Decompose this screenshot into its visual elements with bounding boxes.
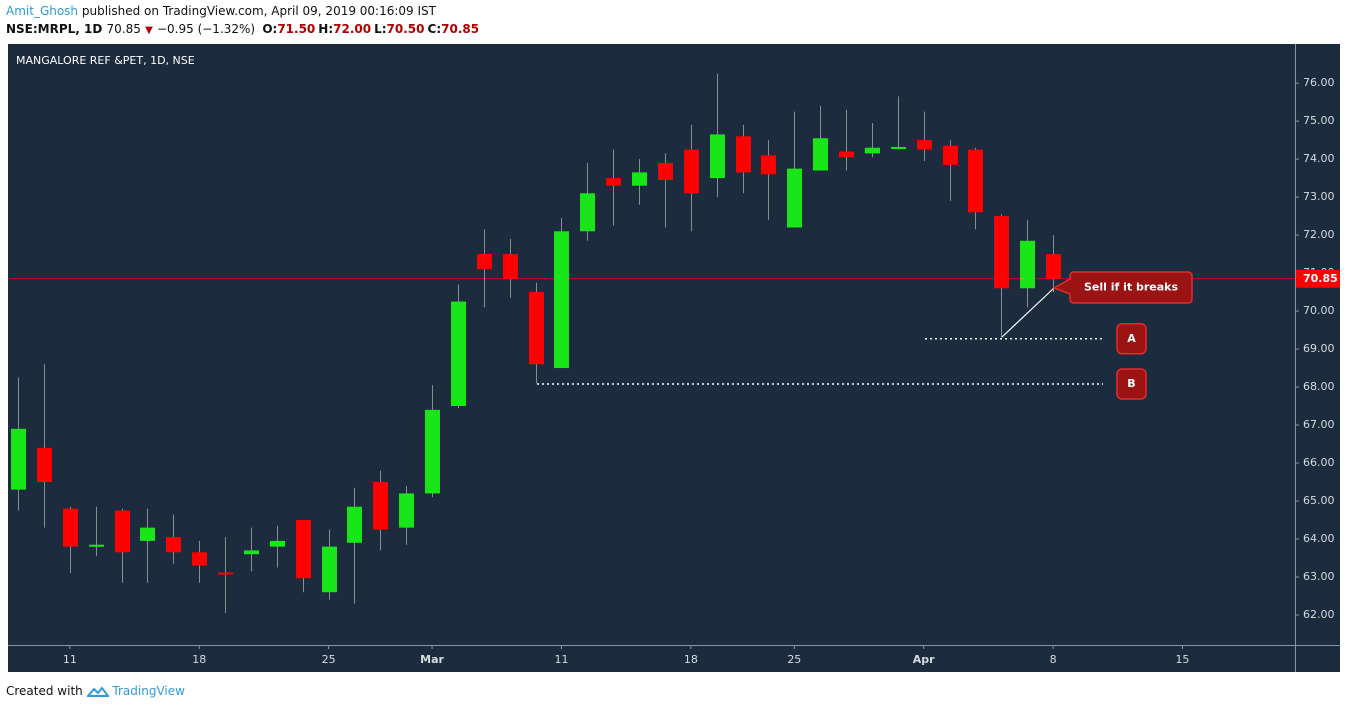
candle-body	[115, 510, 130, 553]
logo	[85, 685, 110, 697]
ohlc-value: 70.50	[386, 22, 425, 36]
y-tick-label: 73.00	[1303, 190, 1335, 203]
candle-body	[37, 447, 52, 483]
candle-body	[710, 134, 725, 179]
chart-title: MANGALORE REF &PET, 1D, NSE	[16, 54, 195, 67]
symbol: NSE:MRPL, 1D	[6, 22, 103, 36]
candle-body	[451, 301, 466, 407]
candle-body	[606, 178, 621, 186]
y-tick-label: 72.00	[1303, 228, 1335, 241]
published: published on TradingView.com, April 09, …	[81, 4, 436, 18]
y-tick-label: 75.00	[1303, 114, 1335, 127]
y-tick-label: 62.00	[1303, 608, 1335, 621]
callout-text: Sell if it breaks	[1084, 281, 1178, 294]
candle-body	[580, 193, 595, 232]
y-tick-label: 64.00	[1303, 532, 1335, 545]
x-tick-label: 18	[684, 653, 698, 666]
ohlc-key: O:	[262, 22, 278, 36]
down-arrow: ▼	[145, 25, 153, 36]
candle-body	[839, 151, 854, 158]
x-tick-label: Mar	[420, 653, 444, 666]
y-tick-label: 66.00	[1303, 456, 1335, 469]
candle-body	[1046, 254, 1061, 279]
candle-body	[270, 540, 285, 547]
y-tick-label: 70.00	[1303, 304, 1335, 317]
candle-body	[994, 216, 1009, 289]
candle-body	[140, 527, 155, 541]
x-tick-label: Apr	[913, 653, 935, 666]
publish-line: Amit_Ghosh published on TradingView.com,…	[6, 4, 436, 18]
candle-body	[891, 146, 906, 149]
last-price-badge	[1296, 269, 1340, 288]
level-badge	[1116, 323, 1147, 355]
y-tick-label: 67.00	[1303, 418, 1335, 431]
brand[interactable]: TradingView	[112, 684, 185, 698]
candle-body	[813, 138, 828, 171]
candle-body	[166, 537, 181, 553]
x-tick-label: 11	[554, 653, 568, 666]
candle-body	[736, 136, 751, 173]
author[interactable]: Amit_Ghosh	[6, 4, 79, 18]
ohlc-key: H:	[318, 22, 334, 36]
candle-body	[1020, 240, 1035, 289]
candle-body	[244, 550, 259, 555]
created-with: Created with	[6, 684, 83, 698]
candle-body	[322, 546, 337, 593]
candle-body	[347, 506, 362, 543]
candle-body	[503, 254, 518, 279]
level-label: A	[1127, 332, 1136, 345]
x-tick-label: 8	[1050, 653, 1057, 666]
candle-body	[218, 572, 233, 575]
x-tick-label: 11	[63, 653, 77, 666]
candle-body	[943, 145, 958, 165]
ohlc-value: 71.50	[277, 22, 316, 36]
candle-body	[684, 149, 699, 194]
change: −0.95 (−1.32%)	[156, 22, 256, 36]
candle-body	[63, 508, 78, 547]
callout-pointer	[1001, 287, 1055, 338]
last: 70.85	[106, 22, 141, 36]
ohlc-value: 72.00	[333, 22, 372, 36]
candle-body	[296, 520, 311, 579]
y-tick-label: 74.00	[1303, 152, 1335, 165]
x-tick-label: 25	[322, 653, 336, 666]
candle-body	[11, 428, 26, 490]
last-price-label: 70.85	[1303, 272, 1338, 285]
candle-body	[477, 254, 492, 270]
candle-body	[787, 168, 802, 228]
ohlc-value: 70.85	[441, 22, 480, 36]
candle-body	[761, 155, 776, 175]
y-tick-label: 63.00	[1303, 570, 1335, 583]
x-tick-label: 18	[192, 653, 206, 666]
candle-body	[968, 149, 983, 213]
level-badge	[1116, 368, 1147, 400]
candle-body	[865, 147, 880, 154]
y-tick-label: 65.00	[1303, 494, 1335, 507]
candle-body	[658, 162, 673, 181]
quote-line: NSE:MRPL, 1D 70.85 ▼ −0.95 (−1.32%) O:71…	[6, 22, 479, 36]
y-tick-label: 76.00	[1303, 76, 1335, 89]
ohlc-key: C:	[427, 22, 442, 36]
x-tick-label: 25	[787, 653, 801, 666]
candle-body	[192, 552, 207, 566]
candle-body	[554, 231, 569, 369]
callout-box	[1052, 271, 1193, 304]
candle-body	[425, 409, 440, 494]
candle-body	[399, 493, 414, 528]
candle-body	[89, 544, 104, 547]
candle-body	[529, 292, 544, 365]
candle-body	[917, 140, 932, 150]
level-label: B	[1127, 377, 1135, 390]
chart-background	[8, 44, 1340, 672]
footer: Created with TradingView	[6, 684, 185, 698]
ohlc-key: L:	[374, 22, 387, 36]
x-tick-label: 15	[1175, 653, 1189, 666]
ohlc: O:71.50 H:72.00 L:70.50 C:70.85	[259, 22, 479, 36]
y-tick-label: 69.00	[1303, 342, 1335, 355]
candle-body	[373, 482, 388, 530]
candle-body	[632, 172, 647, 186]
y-tick-label: 68.00	[1303, 380, 1335, 393]
